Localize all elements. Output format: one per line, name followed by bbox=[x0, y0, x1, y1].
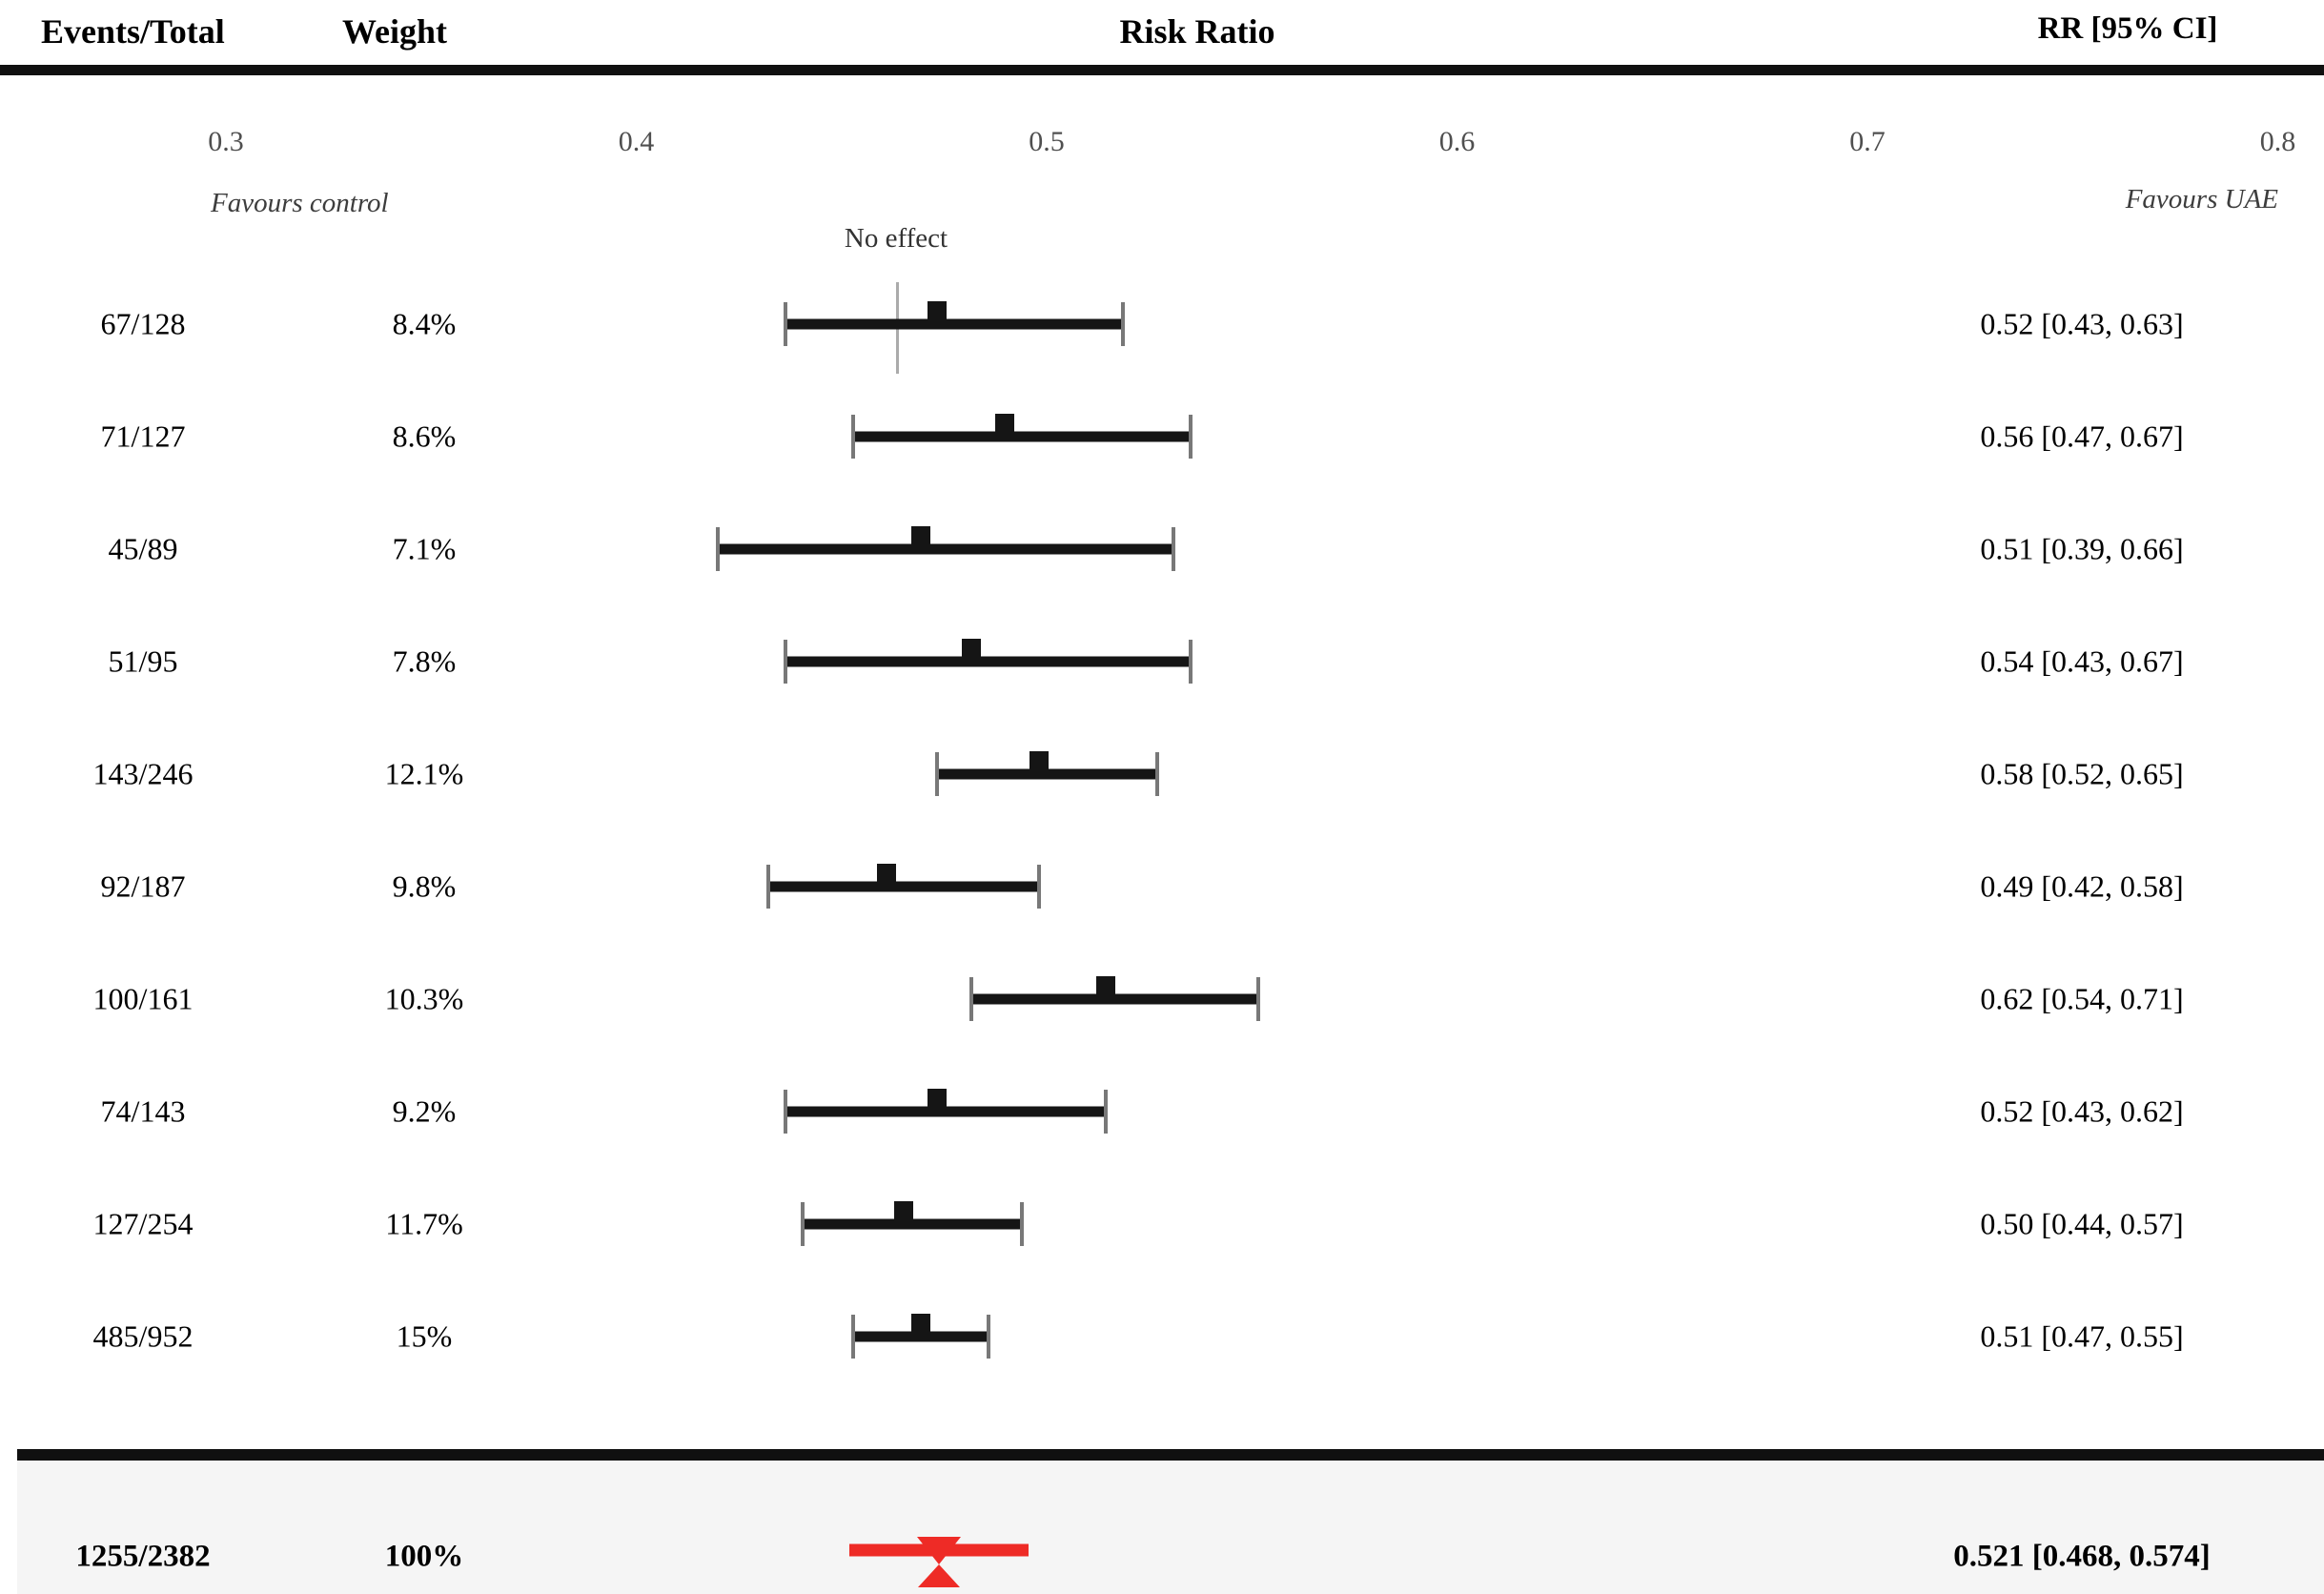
ci-bar bbox=[785, 1106, 1107, 1117]
ci-bar bbox=[802, 1218, 1022, 1230]
study-weight: 7.1% bbox=[392, 531, 457, 566]
favours-control-label: Favours control bbox=[211, 188, 389, 218]
x-axis-tick-label: 0.4 bbox=[618, 126, 655, 157]
summary-rr-ci: 0.521 [0.468, 0.574] bbox=[1953, 1539, 2211, 1574]
study-events-total: 51/95 bbox=[108, 644, 178, 679]
point-estimate-marker bbox=[928, 1089, 948, 1108]
ci-cap-right bbox=[1036, 865, 1041, 909]
ci-cap-left bbox=[784, 1090, 788, 1134]
study-rr-ci: 0.51 [0.47, 0.55] bbox=[1980, 1318, 2184, 1354]
study-rr-ci: 0.56 [0.47, 0.67] bbox=[1980, 419, 2184, 454]
col-header-risk-ratio: Risk Ratio bbox=[1119, 12, 1275, 51]
ci-cap-right bbox=[1154, 752, 1159, 796]
ci-bar bbox=[970, 993, 1258, 1005]
favours-uae-label: Favours UAE bbox=[2125, 184, 2278, 215]
ci-cap-left bbox=[800, 1202, 805, 1246]
ci-bar bbox=[718, 543, 1174, 555]
summary-band bbox=[17, 1461, 2324, 1594]
point-estimate-marker bbox=[1096, 976, 1116, 995]
x-axis-tick-label: 0.7 bbox=[1849, 126, 1886, 157]
ci-cap-right bbox=[986, 1315, 990, 1359]
ci-bar bbox=[937, 768, 1157, 780]
study-weight: 9.2% bbox=[392, 1093, 457, 1129]
summary-marker-bottom-triangle bbox=[918, 1564, 961, 1587]
ci-cap-right bbox=[1188, 640, 1193, 684]
study-weight: 12.1% bbox=[384, 756, 464, 791]
ci-cap-right bbox=[1019, 1202, 1024, 1246]
header-rule bbox=[0, 65, 2324, 75]
x-axis-tick-label: 0.5 bbox=[1029, 126, 1065, 157]
ci-cap-left bbox=[766, 865, 771, 909]
ci-cap-right bbox=[1255, 977, 1260, 1021]
ci-cap-right bbox=[1188, 415, 1193, 459]
study-weight: 8.6% bbox=[392, 419, 457, 454]
ci-cap-left bbox=[784, 640, 788, 684]
study-events-total: 127/254 bbox=[92, 1206, 194, 1241]
x-axis-tick-label: 0.6 bbox=[1438, 126, 1476, 157]
ci-cap-left bbox=[935, 752, 940, 796]
study-rr-ci: 0.50 [0.44, 0.57] bbox=[1980, 1206, 2184, 1241]
no-effect-label: No effect bbox=[844, 223, 948, 254]
study-events-total: 71/127 bbox=[100, 419, 186, 454]
study-weight: 8.4% bbox=[392, 306, 457, 341]
ci-bar bbox=[768, 881, 1039, 892]
study-events-total: 143/246 bbox=[92, 756, 194, 791]
ci-cap-left bbox=[784, 302, 788, 346]
study-rr-ci: 0.52 [0.43, 0.62] bbox=[1980, 1093, 2184, 1129]
point-estimate-marker bbox=[877, 864, 897, 883]
ci-bar bbox=[785, 656, 1191, 667]
ci-cap-right bbox=[1121, 302, 1126, 346]
study-rr-ci: 0.52 [0.43, 0.63] bbox=[1980, 306, 2184, 341]
point-estimate-marker bbox=[1029, 751, 1049, 770]
study-rr-ci: 0.62 [0.54, 0.71] bbox=[1980, 981, 2184, 1016]
col-header-weight: Weight bbox=[342, 12, 448, 51]
ci-bar bbox=[852, 1331, 989, 1342]
ci-cap-right bbox=[1104, 1090, 1109, 1134]
study-rr-ci: 0.58 [0.52, 0.65] bbox=[1980, 756, 2184, 791]
study-weight: 11.7% bbox=[385, 1206, 463, 1241]
ci-cap-left bbox=[716, 527, 721, 571]
point-estimate-marker bbox=[928, 301, 948, 320]
study-events-total: 45/89 bbox=[108, 531, 178, 566]
ci-bar bbox=[785, 318, 1124, 330]
summary-ci-bar bbox=[849, 1543, 1029, 1557]
point-estimate-marker bbox=[910, 526, 930, 545]
col-header-rr-ci: RR [95% CI] bbox=[2037, 11, 2218, 46]
study-weight: 15% bbox=[396, 1318, 453, 1354]
study-events-total: 485/952 bbox=[92, 1318, 194, 1354]
study-weight: 9.8% bbox=[392, 869, 457, 904]
study-events-total: 74/143 bbox=[100, 1093, 186, 1129]
study-rr-ci: 0.54 [0.43, 0.67] bbox=[1980, 644, 2184, 679]
ci-cap-left bbox=[968, 977, 973, 1021]
summary-separator-rule bbox=[17, 1449, 2324, 1461]
ci-bar bbox=[852, 431, 1191, 442]
x-axis-tick-label: 0.3 bbox=[208, 126, 244, 157]
point-estimate-marker bbox=[910, 1314, 930, 1333]
summary-events-total: 1255/2382 bbox=[75, 1539, 211, 1574]
point-estimate-marker bbox=[894, 1201, 913, 1220]
study-rr-ci: 0.51 [0.39, 0.66] bbox=[1980, 531, 2184, 566]
study-events-total: 67/128 bbox=[100, 306, 186, 341]
col-header-events-total: Events/Total bbox=[41, 12, 225, 51]
study-weight: 10.3% bbox=[384, 981, 464, 1016]
study-weight: 7.8% bbox=[392, 644, 457, 679]
ci-cap-left bbox=[850, 415, 855, 459]
ci-cap-left bbox=[850, 1315, 855, 1359]
point-estimate-marker bbox=[961, 639, 981, 658]
ci-cap-right bbox=[1172, 527, 1176, 571]
x-axis-tick-label: 0.8 bbox=[2259, 126, 2296, 157]
study-rr-ci: 0.49 [0.42, 0.58] bbox=[1980, 869, 2184, 904]
study-events-total: 100/161 bbox=[92, 981, 194, 1016]
point-estimate-marker bbox=[995, 414, 1015, 433]
summary-weight: 100% bbox=[384, 1539, 464, 1574]
study-events-total: 92/187 bbox=[100, 869, 186, 904]
